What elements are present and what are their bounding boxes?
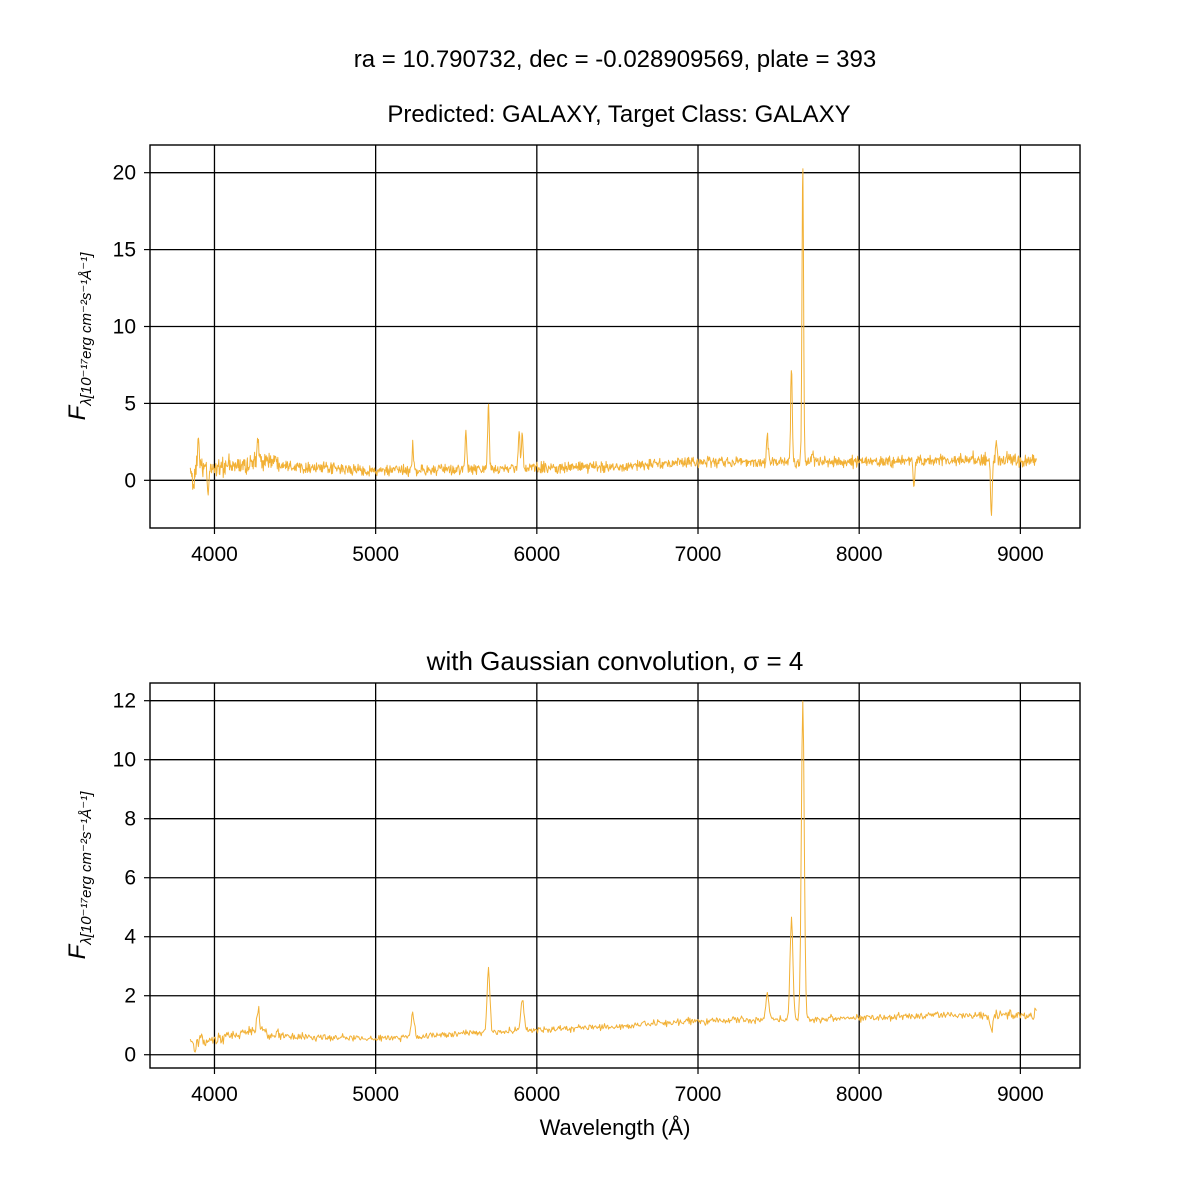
x-tick-label: 8000 xyxy=(836,543,883,566)
y-tick-label: 10 xyxy=(113,316,136,339)
smoothed-spectrum-panel: with Gaussian convolution, σ = 4 Wavelen… xyxy=(64,646,1081,1140)
y-tick-label: 0 xyxy=(124,469,136,492)
y-axis-label: Fλ[10⁻¹⁷erg cm⁻²s⁻¹Å⁻¹] xyxy=(64,252,95,421)
x-tick-label: 4000 xyxy=(191,543,238,566)
y-tick-label: 8 xyxy=(124,808,136,831)
raw-spectrum-panel: Predicted: GALAXY, Target Class: GALAXY … xyxy=(64,101,1081,566)
x-tick-label: 5000 xyxy=(352,543,399,566)
x-tick-label: 5000 xyxy=(352,1083,399,1106)
y-tick-label: 5 xyxy=(124,392,136,415)
axes-frame xyxy=(149,144,1081,529)
axes-frame xyxy=(149,682,1081,1069)
spectrum-line xyxy=(189,700,1037,1053)
x-tick-label: 9000 xyxy=(997,1083,1044,1106)
x-tick-label: 6000 xyxy=(513,543,560,566)
y-tick-label: 10 xyxy=(113,749,136,772)
x-tick-label: 8000 xyxy=(836,1083,883,1106)
figure-suptitle: ra = 10.790732, dec = -0.028909569, plat… xyxy=(354,46,876,73)
y-tick-label: 12 xyxy=(113,690,136,713)
y-tick-label: 6 xyxy=(124,867,136,890)
x-axis-label: Wavelength (Å) xyxy=(540,1115,691,1140)
raw-spectrum-title: Predicted: GALAXY, Target Class: GALAXY xyxy=(387,101,850,128)
y-axis-label: Fλ[10⁻¹⁷erg cm⁻²s⁻¹Å⁻¹] xyxy=(64,791,95,960)
y-tick-label: 0 xyxy=(124,1044,136,1067)
x-tick-label: 7000 xyxy=(675,543,722,566)
x-tick-label: 9000 xyxy=(997,543,1044,566)
smoothed-spectrum-title: with Gaussian convolution, σ = 4 xyxy=(426,646,804,676)
x-tick-label: 6000 xyxy=(513,1083,560,1106)
x-tick-label: 7000 xyxy=(675,1083,722,1106)
spectrum-line xyxy=(189,168,1037,516)
y-tick-label: 15 xyxy=(113,239,136,262)
x-tick-label: 4000 xyxy=(191,1083,238,1106)
y-tick-label: 20 xyxy=(113,162,136,185)
y-tick-label: 4 xyxy=(124,926,136,949)
y-tick-label: 2 xyxy=(124,985,136,1008)
